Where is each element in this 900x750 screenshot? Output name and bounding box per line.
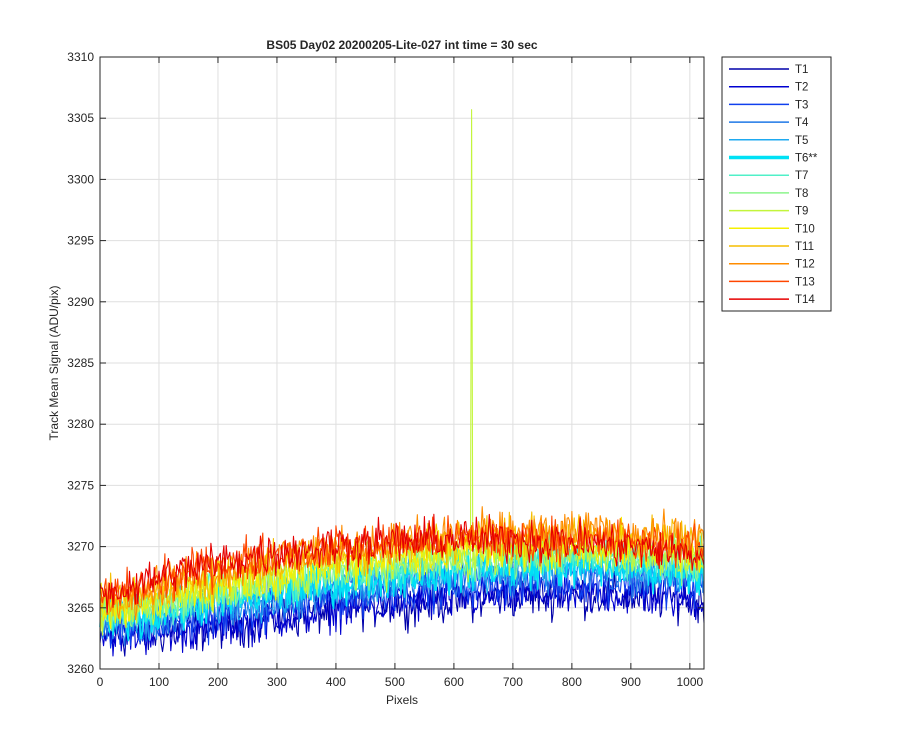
legend-label: T11 <box>795 241 814 253</box>
x-tick-label: 700 <box>503 675 523 689</box>
legend-label: T13 <box>795 276 815 288</box>
y-tick-labels: 3260 3265 3270 3275 3280 3285 3290 3295 3300 3305… <box>67 50 94 676</box>
x-tick-label: 400 <box>326 675 346 689</box>
legend: T1 T2 T3 T4 T5 T6** T7 T8 T9 T10 T11 T12 T13 T14 <box>721 56 832 312</box>
y-tick-label: 3300 <box>67 172 94 186</box>
legend-label: T14 <box>795 294 815 306</box>
y-tick-label: 3305 <box>67 111 94 125</box>
series-line-T10 <box>99 516 705 629</box>
x-tick-label: 1000 <box>676 675 703 689</box>
chart-title: BS05 Day02 20200205-Lite-027 int time = … <box>266 38 537 52</box>
legend-label: T1 <box>795 64 808 76</box>
legend-box <box>721 56 832 312</box>
legend-label: T4 <box>795 117 809 129</box>
series-line-T11 <box>99 511 705 631</box>
x-tick-label: 0 <box>97 675 104 689</box>
series-lines <box>99 109 705 657</box>
x-tick-label: 100 <box>149 675 169 689</box>
legend-label: T10 <box>795 223 815 235</box>
legend-label: T6** <box>795 153 818 165</box>
y-tick-label: 3310 <box>67 50 94 64</box>
legend-label: T3 <box>795 99 808 111</box>
y-tick-label: 3290 <box>67 295 94 309</box>
x-tick-labels: 0 100 200 300 400 500 600 700 800 900 1000 <box>97 675 704 689</box>
legend-label: T9 <box>795 206 808 218</box>
x-tick-label: 300 <box>267 675 287 689</box>
series-line-T14 <box>99 513 705 613</box>
legend-label: T8 <box>795 188 808 200</box>
x-axis-label: Pixels <box>386 693 418 707</box>
y-tick-label: 3280 <box>67 417 94 431</box>
y-tick-label: 3270 <box>67 540 94 554</box>
x-tick-label: 900 <box>621 675 641 689</box>
axis-ticks <box>99 56 704 670</box>
y-tick-label: 3265 <box>67 601 94 615</box>
x-tick-label: 800 <box>562 675 582 689</box>
x-tick-label: 600 <box>444 675 464 689</box>
series-line-T12 <box>99 506 705 621</box>
legend-label: T7 <box>795 170 808 182</box>
y-axis-label: Track Mean Signal (ADU/pix) <box>47 286 61 441</box>
legend-label: T5 <box>795 135 808 147</box>
y-tick-label: 3275 <box>67 478 94 492</box>
y-tick-label: 3260 <box>67 662 94 676</box>
x-tick-label: 200 <box>208 675 228 689</box>
x-tick-label: 500 <box>385 675 405 689</box>
legend-label: T2 <box>795 82 808 94</box>
y-tick-label: 3285 <box>67 356 94 370</box>
legend-label: T12 <box>795 259 815 271</box>
y-tick-label: 3295 <box>67 234 94 248</box>
